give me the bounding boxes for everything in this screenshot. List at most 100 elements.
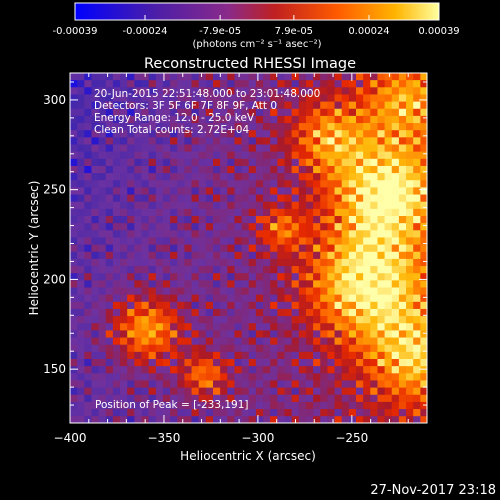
heatmap-cell (227, 380, 235, 388)
heatmap-cell (356, 208, 364, 217)
heatmap-cell (234, 87, 242, 95)
heatmap-cell (248, 244, 257, 253)
heatmap-cell (198, 237, 207, 245)
heatmap-cell (105, 158, 114, 167)
heatmap-cell (305, 366, 314, 374)
heatmap-cell (277, 94, 285, 102)
heatmap-cell (327, 216, 335, 224)
heatmap-cell (305, 201, 314, 210)
heatmap-cell (413, 301, 421, 310)
heatmap-cell (270, 287, 278, 296)
heatmap-cell (327, 387, 335, 396)
heatmap-cell (77, 158, 85, 167)
heatmap-cell (220, 244, 228, 253)
heatmap-cell (70, 180, 78, 188)
heatmap-cell (348, 80, 357, 88)
heatmap-cell (141, 173, 150, 181)
heatmap-cell (320, 394, 328, 403)
heatmap-cell (227, 423, 235, 431)
heatmap-cell (255, 337, 264, 346)
heatmap-cell (98, 316, 107, 324)
heatmap-cell (184, 187, 192, 195)
heatmap-cell (298, 359, 307, 367)
heatmap-cell (398, 301, 407, 310)
heatmap-cell (105, 208, 114, 217)
heatmap-cell (141, 244, 150, 253)
heatmap-cell (170, 409, 178, 417)
footer-date: 27-Nov-2017 23:18 (370, 483, 496, 498)
heatmap-cell (184, 108, 192, 117)
heatmap-cell (327, 201, 335, 210)
heatmap-cell (205, 387, 214, 396)
heatmap-cell (105, 187, 114, 195)
heatmap-cell (420, 130, 427, 138)
heatmap-cell (413, 266, 421, 274)
heatmap-cell (327, 194, 335, 203)
heatmap-cell (227, 394, 235, 403)
heatmap-cell (420, 280, 427, 288)
heatmap-cell (177, 151, 185, 160)
heatmap-cell (384, 258, 393, 267)
heatmap-cell (277, 151, 285, 160)
heatmap-cell (184, 373, 192, 381)
heatmap-cell (406, 73, 414, 81)
heatmap-cell (141, 273, 150, 281)
heatmap-cell (155, 216, 164, 224)
heatmap-cell (298, 180, 307, 188)
heatmap-cell (120, 294, 128, 303)
heatmap-cell (255, 73, 264, 81)
heatmap-cell (77, 308, 85, 317)
heatmap-cell (205, 337, 214, 346)
heatmap-cell (313, 294, 321, 303)
heatmap-cell (191, 301, 200, 310)
heatmap-cell (263, 173, 271, 181)
heatmap-cell (428, 102, 436, 110)
heatmap-cell (334, 373, 343, 381)
heatmap-cell (270, 258, 278, 267)
heatmap-cell (84, 101, 92, 110)
heatmap-cell (170, 330, 178, 338)
heatmap-cell (356, 237, 364, 245)
heatmap-cell (112, 137, 121, 145)
heatmap-cell (91, 244, 99, 253)
heatmap-cell (277, 187, 285, 195)
heatmap-cell (155, 251, 164, 260)
heatmap-cell (213, 273, 221, 281)
heatmap-cell (112, 187, 121, 195)
heatmap-cell (313, 158, 321, 167)
heatmap-cell (220, 387, 228, 396)
heatmap-cell (205, 158, 214, 167)
heatmap-cell (162, 380, 171, 388)
heatmap-cell (162, 237, 171, 245)
heatmap-cell (348, 94, 357, 102)
heatmap-cell (184, 266, 192, 274)
heatmap-cell (91, 273, 99, 281)
heatmap-cell (155, 387, 164, 396)
heatmap-cell (363, 101, 371, 110)
heatmap-cell (284, 80, 293, 88)
heatmap-cell (263, 187, 271, 195)
heatmap-cell (191, 194, 200, 203)
heatmap-cell (205, 137, 214, 145)
heatmap-cell (356, 223, 364, 231)
heatmap-cell (220, 208, 228, 217)
heatmap-cell (148, 323, 157, 331)
heatmap-cell (70, 173, 78, 181)
heatmap-cell (428, 366, 436, 374)
heatmap-cell (127, 387, 135, 396)
heatmap-cell (263, 223, 271, 231)
heatmap-cell (334, 330, 343, 338)
heatmap-cell (363, 201, 371, 210)
heatmap-cell (162, 416, 171, 423)
heatmap-cell (398, 380, 407, 388)
heatmap-cell (255, 130, 264, 138)
heatmap-cell (406, 351, 414, 360)
heatmap-cell (112, 416, 121, 423)
heatmap-cell (413, 351, 421, 360)
heatmap-cell (348, 416, 357, 423)
heatmap-cell (134, 151, 142, 160)
heatmap-cell (234, 158, 242, 167)
heatmap-cell (363, 223, 371, 231)
heatmap-cell (134, 115, 142, 124)
heatmap-cell (377, 201, 385, 210)
